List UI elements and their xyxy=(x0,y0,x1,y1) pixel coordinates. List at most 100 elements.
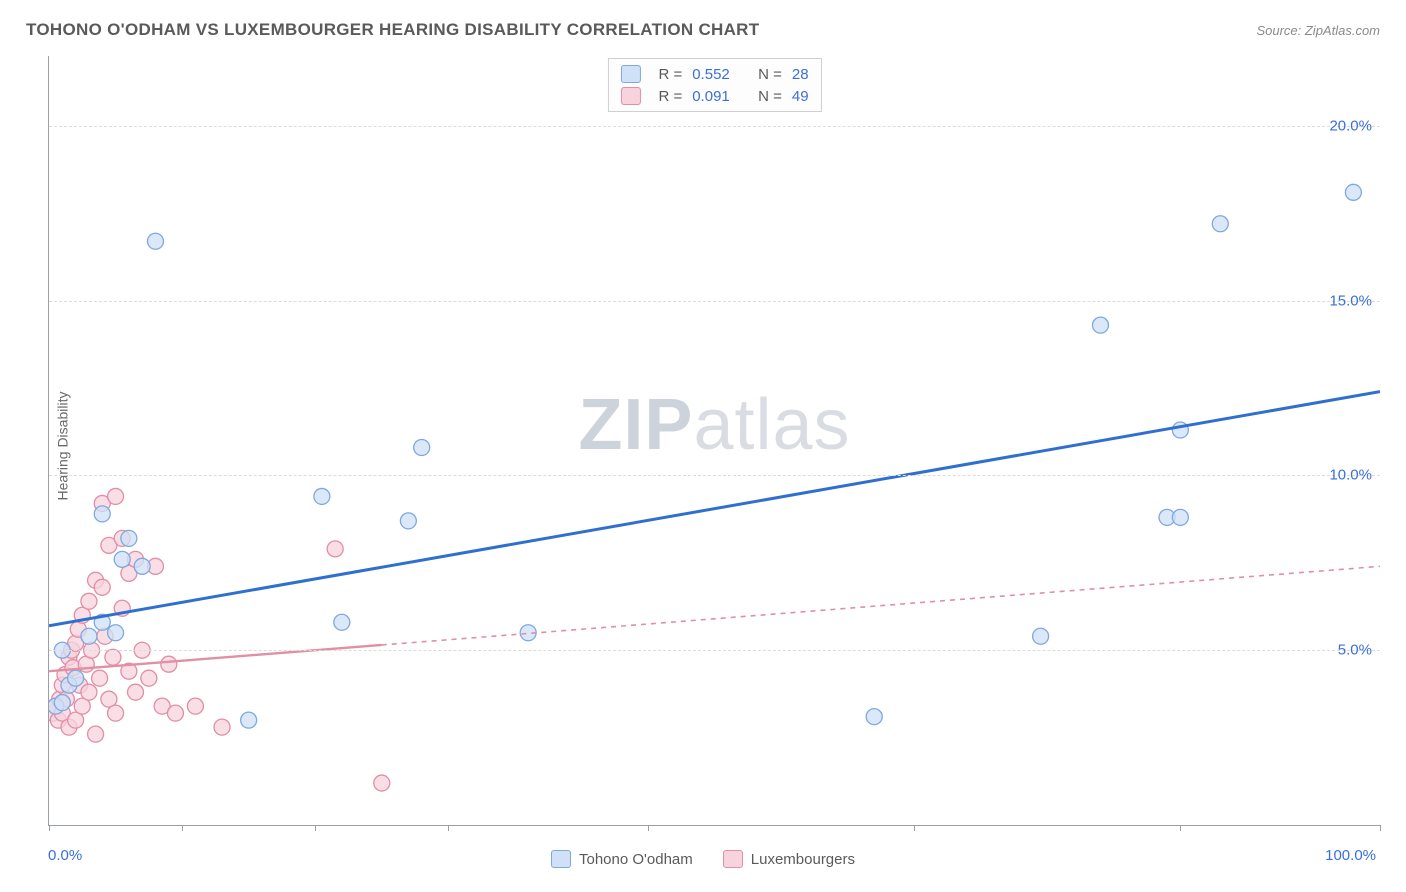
scatter-point-tohono xyxy=(61,677,77,693)
scatter-point-lux xyxy=(65,660,81,676)
scatter-point-tohono xyxy=(94,506,110,522)
y-tick-label: 10.0% xyxy=(1329,467,1372,484)
scatter-point-lux xyxy=(78,656,94,672)
scatter-point-lux xyxy=(154,698,170,714)
y-tick-label: 15.0% xyxy=(1329,292,1372,309)
scatter-point-lux xyxy=(72,677,88,693)
scatter-point-lux xyxy=(128,684,144,700)
scatter-point-tohono xyxy=(108,625,124,641)
scatter-point-lux xyxy=(97,628,113,644)
scatter-point-lux xyxy=(50,712,66,728)
scatter-point-lux xyxy=(374,775,390,791)
scatter-point-lux xyxy=(141,670,157,686)
scatter-point-tohono xyxy=(866,709,882,725)
x-tick-mark xyxy=(648,825,649,831)
scatter-point-lux xyxy=(88,572,104,588)
scatter-point-tohono xyxy=(49,698,64,714)
legend-item-lux: Luxembourgers xyxy=(723,850,855,868)
scatter-point-tohono xyxy=(1345,184,1361,200)
scatter-point-tohono xyxy=(81,628,97,644)
scatter-point-tohono xyxy=(241,712,257,728)
regression-line-lux-extrapolated xyxy=(382,566,1380,645)
regression-line-lux xyxy=(49,645,382,671)
scatter-point-tohono xyxy=(334,614,350,630)
scatter-point-tohono xyxy=(1172,422,1188,438)
chart-title: TOHONO O'ODHAM VS LUXEMBOURGER HEARING D… xyxy=(26,20,759,40)
plot-svg-layer xyxy=(49,56,1380,825)
regression-line-tohono xyxy=(49,392,1380,626)
legend-row-lux: R = 0.091 N = 49 xyxy=(620,85,808,107)
scatter-point-lux xyxy=(147,558,163,574)
y-tick-label: 5.0% xyxy=(1338,642,1372,659)
scatter-point-lux xyxy=(81,593,97,609)
scatter-point-tohono xyxy=(1172,509,1188,525)
scatter-point-lux xyxy=(167,705,183,721)
legend-item-tohono: Tohono O'odham xyxy=(551,850,693,868)
y-tick-label: 20.0% xyxy=(1329,117,1372,134)
scatter-point-lux xyxy=(121,663,137,679)
scatter-point-tohono xyxy=(1212,216,1228,232)
x-tick-mark xyxy=(914,825,915,831)
scatter-point-tohono xyxy=(520,625,536,641)
swatch-tohono-icon xyxy=(620,65,640,83)
scatter-point-tohono xyxy=(414,439,430,455)
source-credit: Source: ZipAtlas.com xyxy=(1256,23,1380,38)
scatter-point-lux xyxy=(327,541,343,557)
scatter-point-lux xyxy=(214,719,230,735)
swatch-lux-icon xyxy=(620,87,640,105)
scatter-point-lux xyxy=(187,698,203,714)
scatter-point-lux xyxy=(94,495,110,511)
scatter-point-lux xyxy=(68,712,84,728)
swatch-lux-icon xyxy=(723,850,743,868)
gridline-h xyxy=(49,475,1380,476)
scatter-point-lux xyxy=(101,691,117,707)
series-legend: Tohono O'odham Luxembourgers xyxy=(0,850,1406,868)
scatter-point-tohono xyxy=(314,488,330,504)
x-tick-mark xyxy=(49,825,50,831)
scatter-point-lux xyxy=(161,656,177,672)
gridline-h xyxy=(49,126,1380,127)
scatter-point-lux xyxy=(70,621,86,637)
scatter-point-tohono xyxy=(147,233,163,249)
watermark: ZIPatlas xyxy=(578,384,850,466)
gridline-h xyxy=(49,301,1380,302)
scatter-point-lux xyxy=(121,565,137,581)
scatter-plot: ZIPatlas R = 0.552 N = 28 R = 0.091 N = … xyxy=(48,56,1380,826)
scatter-point-lux xyxy=(114,600,130,616)
scatter-point-lux xyxy=(105,649,121,665)
scatter-point-lux xyxy=(92,670,108,686)
scatter-point-tohono xyxy=(68,670,84,686)
x-tick-mark xyxy=(1180,825,1181,831)
scatter-point-lux xyxy=(74,698,90,714)
scatter-point-tohono xyxy=(400,513,416,529)
scatter-point-tohono xyxy=(1033,628,1049,644)
correlation-legend: R = 0.552 N = 28 R = 0.091 N = 49 xyxy=(607,58,821,112)
gridline-h xyxy=(49,650,1380,651)
scatter-point-tohono xyxy=(121,530,137,546)
x-tick-mark xyxy=(182,825,183,831)
scatter-point-lux xyxy=(81,684,97,700)
scatter-point-lux xyxy=(108,705,124,721)
scatter-point-tohono xyxy=(1092,317,1108,333)
scatter-point-lux xyxy=(128,551,144,567)
scatter-point-lux xyxy=(88,726,104,742)
scatter-point-lux xyxy=(74,607,90,623)
scatter-point-lux xyxy=(57,667,73,683)
scatter-point-lux xyxy=(114,530,130,546)
x-tick-mark xyxy=(315,825,316,831)
scatter-point-lux xyxy=(61,719,77,735)
scatter-point-tohono xyxy=(1159,509,1175,525)
scatter-point-tohono xyxy=(114,551,130,567)
scatter-point-lux xyxy=(54,705,70,721)
scatter-point-lux xyxy=(108,488,124,504)
scatter-point-lux xyxy=(61,649,77,665)
scatter-point-lux xyxy=(94,579,110,595)
scatter-point-tohono xyxy=(134,558,150,574)
swatch-tohono-icon xyxy=(551,850,571,868)
scatter-point-lux xyxy=(58,691,74,707)
scatter-point-lux xyxy=(101,537,117,553)
scatter-point-tohono xyxy=(94,614,110,630)
x-tick-mark xyxy=(1380,825,1381,831)
scatter-point-lux xyxy=(68,635,84,651)
scatter-point-tohono xyxy=(54,695,70,711)
